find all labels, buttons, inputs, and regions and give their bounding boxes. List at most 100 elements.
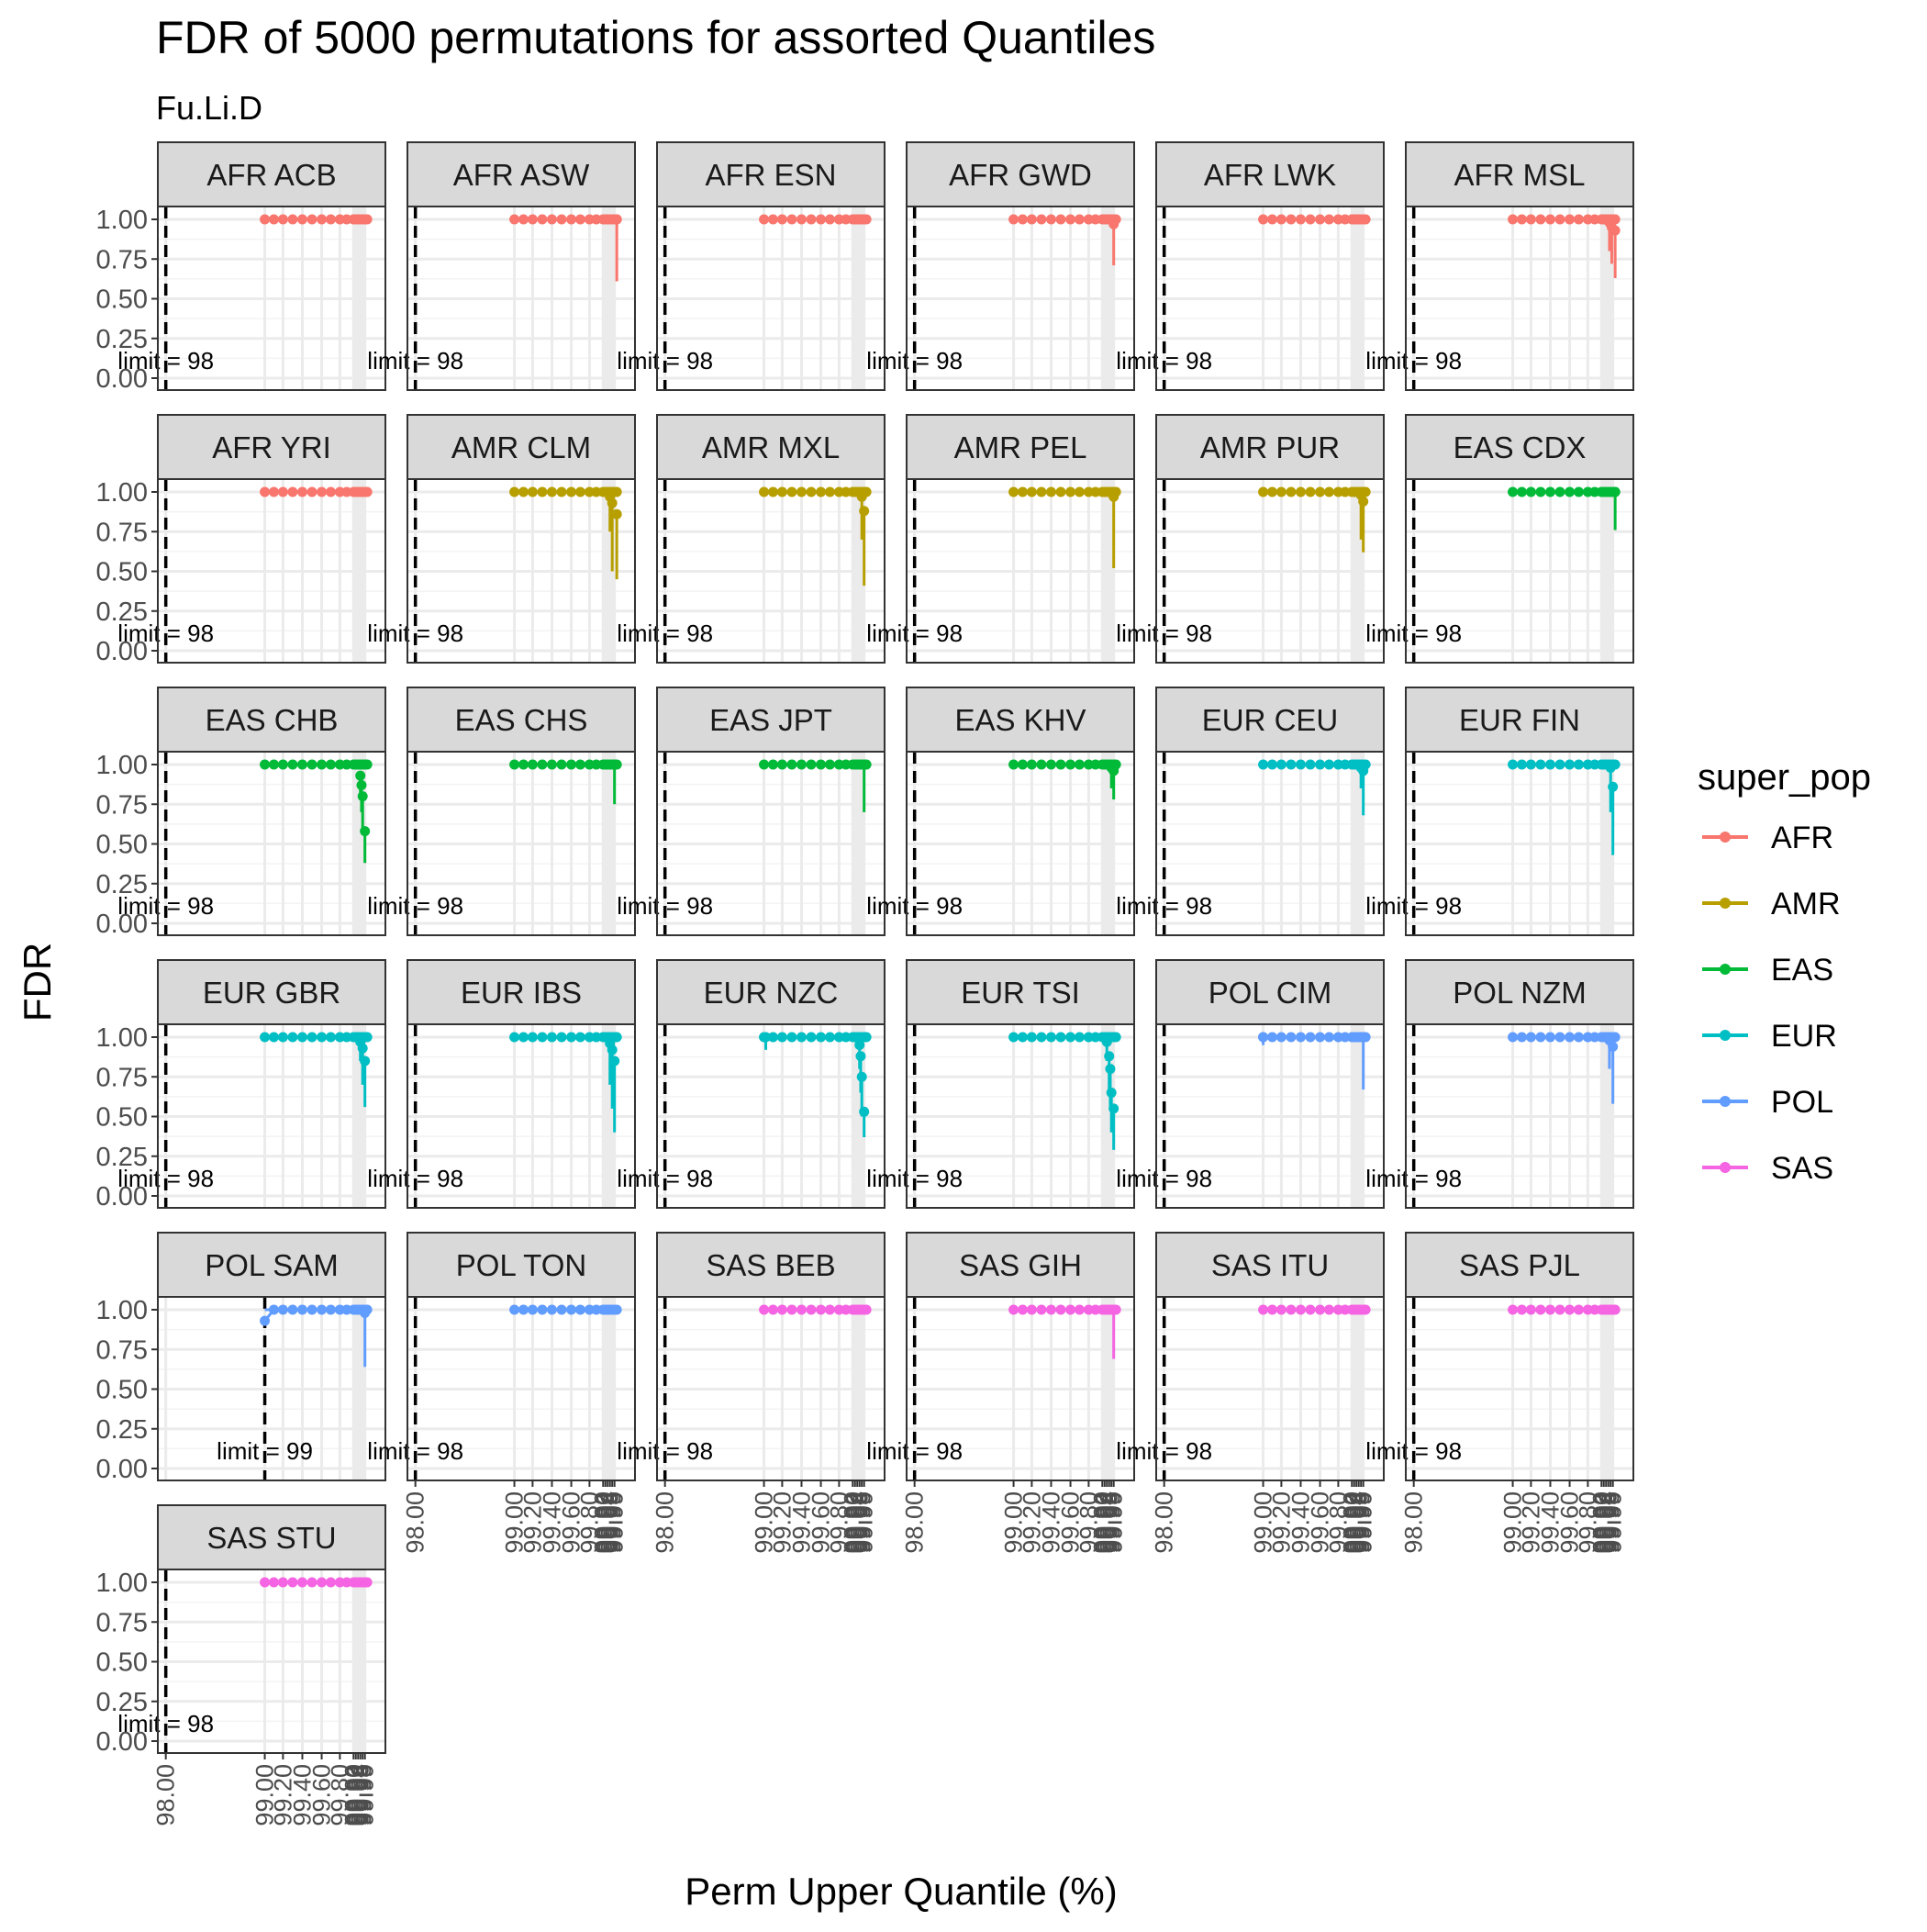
data-point <box>1108 765 1119 776</box>
data-point <box>796 486 807 497</box>
x-tick-label: 99.80 <box>825 1491 852 1554</box>
facet-label: AFR LWK <box>1204 158 1336 192</box>
data-point <box>1275 759 1287 770</box>
facet-label: EAS CHS <box>455 703 588 737</box>
data-point <box>759 1304 770 1315</box>
facet-label: AFR GWD <box>949 158 1092 192</box>
data-point <box>1315 214 1326 225</box>
facet-panel: EAS CDX limit = 98 <box>1365 414 1634 664</box>
data-point <box>306 759 317 770</box>
facet-strip <box>1155 141 1385 207</box>
data-point <box>325 486 336 497</box>
panel-border <box>407 1023 636 1209</box>
data-point <box>1026 1304 1037 1315</box>
data-point <box>518 1304 529 1315</box>
x-tick-label: 99.92 <box>342 1764 370 1826</box>
x-tick-label: 99.90 <box>839 1491 866 1554</box>
data-point <box>776 1032 787 1043</box>
data-point <box>1026 759 1037 770</box>
data-point <box>1544 214 1555 225</box>
y-axis: 0.00 0.25 0.50 0.75 1.00 <box>96 1569 158 1757</box>
data-point <box>296 486 307 497</box>
data-point <box>537 759 548 770</box>
facet-label: EAS CDX <box>1454 430 1587 464</box>
data-point <box>1108 218 1119 229</box>
data-point <box>509 214 520 225</box>
y-tick-label: 1.00 <box>96 1296 148 1325</box>
data-point <box>861 1304 872 1315</box>
gridlines <box>1406 752 1633 935</box>
data-point <box>362 759 373 770</box>
data-point <box>1305 1304 1316 1315</box>
data-point <box>1554 214 1565 225</box>
data-point <box>277 1577 288 1588</box>
facet-panel: AMR MXL limit = 98 <box>617 414 886 664</box>
y-tick-label: 0.50 <box>96 285 148 315</box>
data-point <box>268 486 279 497</box>
x-tick-label: 99.90 <box>1587 1491 1615 1554</box>
panel-border <box>407 1296 636 1481</box>
panel-border <box>906 206 1135 391</box>
facet-label: EUR IBS <box>461 976 582 1010</box>
facet-strip <box>906 959 1135 1025</box>
y-axis: 0.00 0.25 0.50 0.75 1.00 <box>96 478 158 666</box>
legend-key-point <box>1720 1030 1731 1041</box>
data-point <box>1026 214 1037 225</box>
limit-label: limit = 98 <box>117 1165 214 1192</box>
gridlines <box>407 752 635 935</box>
data-point <box>1275 486 1287 497</box>
data-point <box>1610 486 1621 497</box>
x-tick-labels: 98.00 99.0099.2099.4099.6099.8099.9099.92… <box>901 1480 1128 1554</box>
facet-label: EUR NZC <box>704 976 839 1010</box>
facet-panel: SAS BEB limit = 98 <box>617 1232 886 1481</box>
data-point <box>1275 1032 1287 1043</box>
data-point <box>362 486 373 497</box>
x-tick-label: 99.40 <box>787 1491 815 1554</box>
data-point <box>1610 225 1621 236</box>
data-point <box>824 214 835 225</box>
data-point <box>537 486 548 497</box>
data-point <box>1266 214 1277 225</box>
facet-panel: POL TON limit = 98 <box>367 1232 636 1481</box>
data-point <box>1323 759 1334 770</box>
data-point <box>566 1032 577 1043</box>
facet-strip <box>1155 687 1385 753</box>
data-point <box>759 214 770 225</box>
y-tick-label: 0.25 <box>96 870 148 899</box>
x-tick-label: 99.96 <box>596 1491 624 1554</box>
x-tick-label: 99.60 <box>1556 1491 1584 1554</box>
data-point <box>855 1051 866 1062</box>
data-point <box>1286 486 1297 497</box>
data-point <box>546 759 557 770</box>
data-point <box>574 486 585 497</box>
data-point <box>1525 1304 1536 1315</box>
facet-strip <box>157 1504 386 1570</box>
legend-item: AFR <box>1702 821 1833 855</box>
data-point <box>786 1032 797 1043</box>
data-point <box>527 1032 538 1043</box>
data-point <box>1360 1304 1371 1315</box>
facet-panel: AFR LWK limit = 98 <box>1116 141 1385 391</box>
facet-panel: SAS GIH limit = 98 <box>866 1232 1135 1481</box>
data-point <box>856 491 867 502</box>
gridlines <box>1406 479 1633 663</box>
data-point <box>609 759 620 770</box>
x-tick-label: 99.00 <box>751 1491 778 1554</box>
data-point <box>317 1032 328 1043</box>
data-point <box>1508 1304 1519 1315</box>
limit-label: limit = 98 <box>1365 620 1462 647</box>
facet-label: EUR TSI <box>961 976 1080 1010</box>
y-tick-label: 0.50 <box>96 558 148 587</box>
data-point <box>1036 1304 1047 1315</box>
data-point <box>325 214 336 225</box>
data-point <box>518 1032 529 1043</box>
panel-border <box>656 478 886 664</box>
data-point <box>759 486 770 497</box>
data-point <box>296 214 307 225</box>
x-tick-label: 99.40 <box>1037 1491 1064 1554</box>
y-tick-label: 0.25 <box>96 325 148 354</box>
x-tick-label: 99.98 <box>1347 1491 1375 1554</box>
facet-panel: EAS JPT limit = 98 <box>617 687 886 936</box>
data-point <box>1258 1032 1269 1043</box>
